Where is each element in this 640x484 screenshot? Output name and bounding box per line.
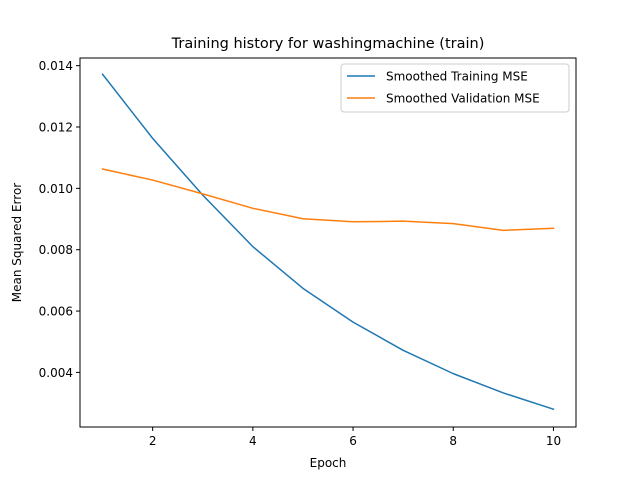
y-tick-label: 0.012 [39,121,73,135]
training-mse-line [101,73,555,411]
x-tick-label: 6 [349,434,357,448]
legend-entries: Smoothed Training MSE Smoothed Validation… [347,70,540,106]
y-tick-label: 0.004 [39,366,73,380]
y-tick-label: 0.010 [39,182,73,196]
x-tick-label: 2 [149,434,157,448]
x-tick-label: 8 [449,434,457,448]
plot-area: 2 4 6 8 10 0.004 0.006 0.008 0.010 0.012 0.014 [39,57,577,448]
y-tick-label: 0.014 [39,59,73,73]
y-axis-label: Mean Squared Error [10,183,24,303]
x-axis-ticks: 2 4 6 8 10 [149,427,561,448]
chart-legend: Smoothed Training MSE Smoothed Validation… [340,63,570,113]
validation-mse-line [101,168,555,232]
series-layer [101,73,555,411]
chart-title: Training history for washingmachine (tra… [171,36,485,52]
y-axis-ticks: 0.004 0.006 0.008 0.010 0.012 0.014 [39,59,80,380]
x-tick-label: 10 [546,434,561,448]
y-tick-label: 0.006 [39,305,73,319]
y-tick-label: 0.008 [39,243,73,257]
legend-label: Smoothed Validation MSE [386,92,540,106]
legend-label: Smoothed Training MSE [386,70,528,84]
x-tick-label: 4 [249,434,257,448]
legend-frame [340,63,570,113]
x-axis-label: Epoch [310,456,347,470]
plot-frame [79,57,577,428]
